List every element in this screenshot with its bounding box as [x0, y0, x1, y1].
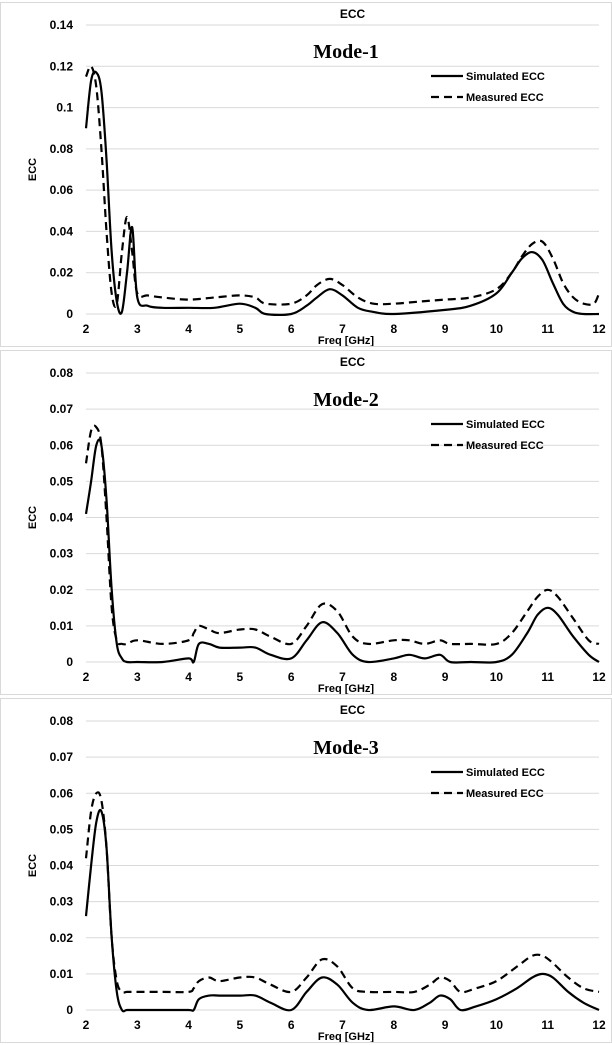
- simulated-ecc-line: [84, 808, 600, 1013]
- y-axis-title: ECC: [27, 854, 39, 877]
- measured-ecc-line: [84, 65, 601, 308]
- y-tick-label: 0.07: [50, 402, 74, 416]
- x-tick-label: 10: [490, 1018, 504, 1032]
- x-tick-label: 2: [83, 322, 90, 336]
- x-tick-label: 12: [592, 670, 606, 684]
- chart-panel-mode-3: 0 0.01 0.02 0.03 0.04 0.05 0.06 0.07 0.08 2 3 4 5 6 7 8…: [0, 698, 612, 1043]
- x-tick-label: 11: [541, 1018, 554, 1032]
- y-tick-label: 0.12: [50, 59, 74, 73]
- ecc-chart-mode-1: 0 0.02 0.04 0.06 0.08 0.1 0.12 0.14 2 3 4 5 6 7 8 9 10 11…: [27, 7, 606, 346]
- chart-panel-mode-2: 0 0.01 0.02 0.03 0.04 0.05 0.06 0.07 0.08 2 3 4 5 6 7 8…: [0, 350, 612, 695]
- y-tick-label: 0.04: [50, 511, 74, 525]
- x-tick-label: 5: [237, 1018, 244, 1032]
- x-tick-label: 6: [288, 322, 295, 336]
- y-tick-label: 0.05: [50, 474, 74, 488]
- y-tick-label: 0.03: [50, 895, 74, 909]
- x-tick-label: 4: [185, 1018, 192, 1032]
- x-tick-label: 4: [185, 322, 192, 336]
- legend-label: Measured ECC: [466, 92, 544, 104]
- chart-panel-mode-1: 0 0.02 0.04 0.06 0.08 0.1 0.12 0.14 2 3 4 5 6 7 8 9 10 11…: [0, 2, 612, 347]
- legend-label: Measured ECC: [466, 440, 544, 452]
- y-tick-label: 0.03: [50, 547, 74, 561]
- legend-label: Simulated ECC: [466, 419, 545, 431]
- x-tick-label: 11: [541, 322, 554, 336]
- simulated-ecc-line: [84, 70, 600, 316]
- y-tick-label: 0.07: [50, 750, 74, 764]
- x-tick-label: 3: [134, 1018, 141, 1032]
- x-axis-title: Freq [GHz]: [318, 683, 375, 694]
- x-tick-label: 8: [390, 670, 397, 684]
- y-tick-label: 0.14: [50, 18, 74, 32]
- mode-annotation: Mode-2: [313, 389, 379, 411]
- x-axis-title: Freq [GHz]: [318, 1031, 375, 1042]
- y-tick-label: 0.04: [50, 859, 74, 873]
- y-tick-label: 0.08: [50, 366, 74, 380]
- legend-label: Simulated ECC: [466, 71, 545, 83]
- x-tick-label: 7: [339, 322, 346, 336]
- simulated-ecc-line: [84, 438, 600, 664]
- chart-title: ECC: [340, 703, 366, 717]
- y-tick-label: 0.02: [50, 266, 74, 280]
- x-tick-label: 9: [442, 1018, 449, 1032]
- y-tick-label: 0.08: [50, 142, 74, 156]
- y-tick-label: 0.06: [50, 438, 74, 452]
- measured-ecc-line: [84, 791, 600, 994]
- y-tick-label: 0.06: [50, 786, 74, 800]
- x-tick-label: 9: [442, 322, 449, 336]
- x-tick-label: 10: [490, 670, 504, 684]
- x-tick-label: 8: [390, 322, 397, 336]
- y-tick-label: 0.05: [50, 822, 74, 836]
- x-tick-label: 6: [288, 1018, 295, 1032]
- y-tick-label: 0: [66, 1003, 73, 1017]
- y-tick-label: 0.01: [50, 619, 74, 633]
- mode-annotation: Mode-1: [313, 41, 379, 63]
- x-tick-label: 5: [237, 322, 244, 336]
- x-tick-label: 4: [185, 670, 192, 684]
- x-tick-label: 6: [288, 670, 295, 684]
- x-tick-label: 12: [592, 322, 606, 336]
- y-tick-label: 0.02: [50, 583, 74, 597]
- x-tick-label: 12: [592, 1018, 606, 1032]
- ecc-chart-mode-2: 0 0.01 0.02 0.03 0.04 0.05 0.06 0.07 0.08 2 3 4 5 6 7 8…: [27, 355, 606, 694]
- y-tick-label: 0.02: [50, 931, 74, 945]
- y-tick-label: 0.06: [50, 183, 74, 197]
- y-tick-label: 0.1: [56, 101, 73, 115]
- x-tick-label: 8: [390, 1018, 397, 1032]
- x-tick-label: 7: [339, 1018, 346, 1032]
- y-axis-title: ECC: [27, 506, 39, 529]
- chart-title: ECC: [340, 355, 366, 369]
- legend-label: Measured ECC: [466, 788, 544, 800]
- x-tick-label: 10: [490, 322, 504, 336]
- y-tick-label: 0.04: [50, 224, 74, 238]
- y-tick-label: 0.08: [50, 714, 74, 728]
- x-axis-title: Freq [GHz]: [318, 335, 375, 346]
- legend-label: Simulated ECC: [466, 767, 545, 779]
- x-tick-label: 7: [339, 670, 346, 684]
- y-tick-label: 0.01: [50, 967, 74, 981]
- y-tick-label: 0: [66, 307, 73, 321]
- y-tick-label: 0: [66, 655, 73, 669]
- chart-title: ECC: [340, 7, 366, 21]
- x-tick-label: 2: [83, 1018, 90, 1032]
- ecc-chart-mode-3: 0 0.01 0.02 0.03 0.04 0.05 0.06 0.07 0.08 2 3 4 5 6 7 8…: [27, 703, 606, 1042]
- y-axis-title: ECC: [27, 158, 39, 181]
- x-tick-label: 2: [83, 670, 90, 684]
- mode-annotation: Mode-3: [313, 737, 379, 759]
- x-tick-label: 3: [134, 322, 141, 336]
- x-tick-label: 3: [134, 670, 141, 684]
- x-tick-label: 11: [541, 670, 554, 684]
- x-tick-label: 5: [237, 670, 244, 684]
- x-tick-label: 9: [442, 670, 449, 684]
- measured-ecc-line: [84, 424, 600, 646]
